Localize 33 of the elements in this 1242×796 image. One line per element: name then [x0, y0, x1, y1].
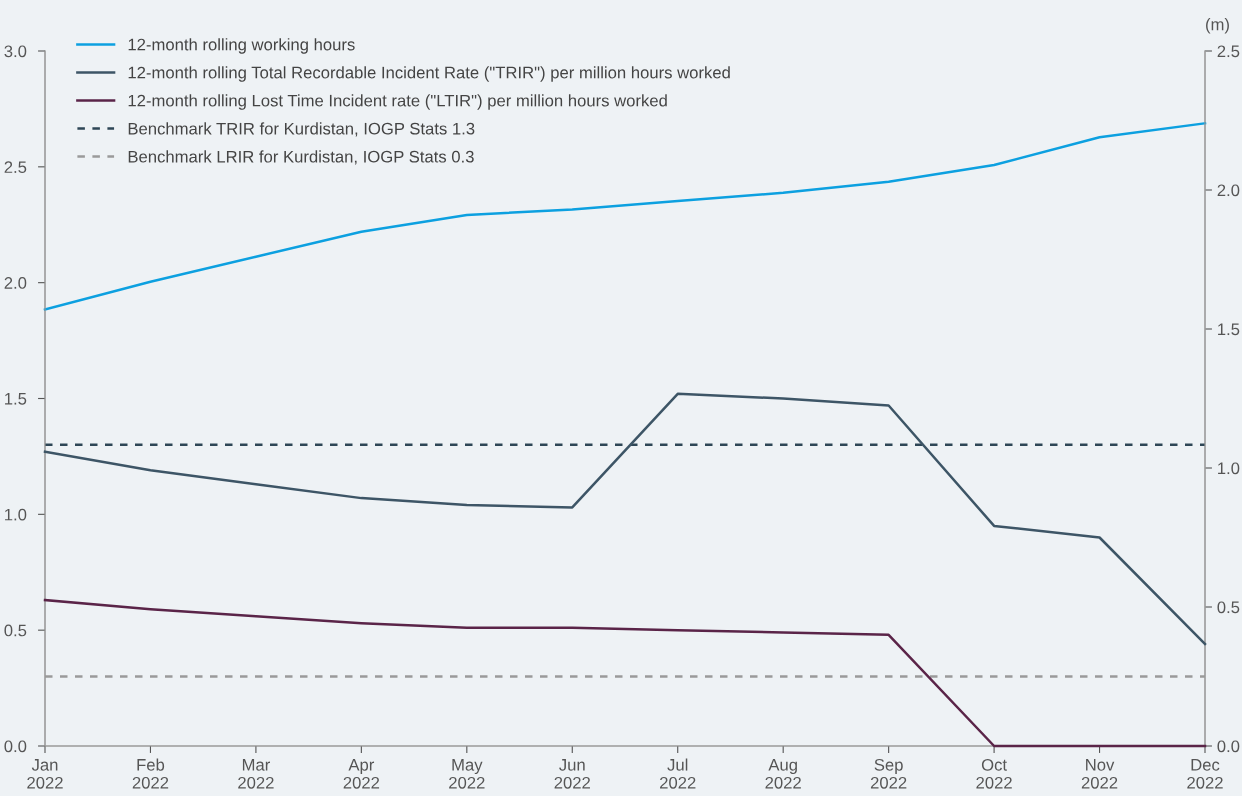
y2-tick-label: 1.5	[1218, 323, 1240, 336]
x-tick-label: Feb 2022	[132, 758, 169, 789]
y-tick-label: 3.0	[4, 45, 27, 58]
y2-axis-title: (m)	[1206, 18, 1229, 34]
y2-tick-label: 2.0	[1217, 184, 1240, 197]
x-tick-label: Sep 2022	[870, 758, 907, 789]
y2-tick-label: 2.5	[1217, 45, 1240, 58]
x-tick-label: Aug 2022	[765, 759, 801, 789]
x-tick-label: Mar 2022	[238, 759, 274, 789]
y-tick-label: 2.0	[4, 277, 27, 289]
line-series	[43, 392, 1207, 646]
x-tick-label: May 2022	[449, 759, 485, 789]
x-tick-label: Nov 2022	[1081, 759, 1118, 789]
y-tick-label: 2.5	[4, 161, 27, 174]
x-tick-label: Jun 2022	[554, 759, 590, 789]
legend-label: Benchmark TRIR for Kurdistan, IOGP Stats 1.3	[128, 122, 475, 137]
x-tick-label: Dec 2022	[1187, 759, 1223, 789]
y2-tick-label: 1.0	[1218, 462, 1240, 475]
y2-tick-label: 0.0	[1217, 740, 1240, 753]
y-tick-label: 0.5	[4, 624, 27, 637]
y-tick-label: 1.5	[5, 393, 27, 405]
y-tick-label: 0.0	[4, 740, 27, 753]
y-tick-label: 1.0	[5, 508, 27, 521]
x-tick-label: Apr 2022	[343, 759, 380, 789]
x-tick-label: Oct 2022	[976, 758, 1012, 789]
legend-label: 12-month rolling Total Recordable Incident Rate ("TRIR") per million hours worked	[128, 66, 730, 82]
x-tick-label: Jul 2022	[660, 758, 696, 789]
line-series	[43, 122, 1207, 311]
y2-tick-label: 0.5	[1217, 601, 1240, 614]
legend-label: Benchmark LRIR for Kurdistan, IOGP Stats 0.3	[128, 150, 474, 165]
x-tick-label: Jan 2022	[27, 759, 63, 789]
legend-label: 12-month rolling Lost Time Incident rate ("LTIR") per million hours worked	[128, 94, 667, 110]
legend-label: 12-month rolling working hours	[128, 38, 355, 54]
